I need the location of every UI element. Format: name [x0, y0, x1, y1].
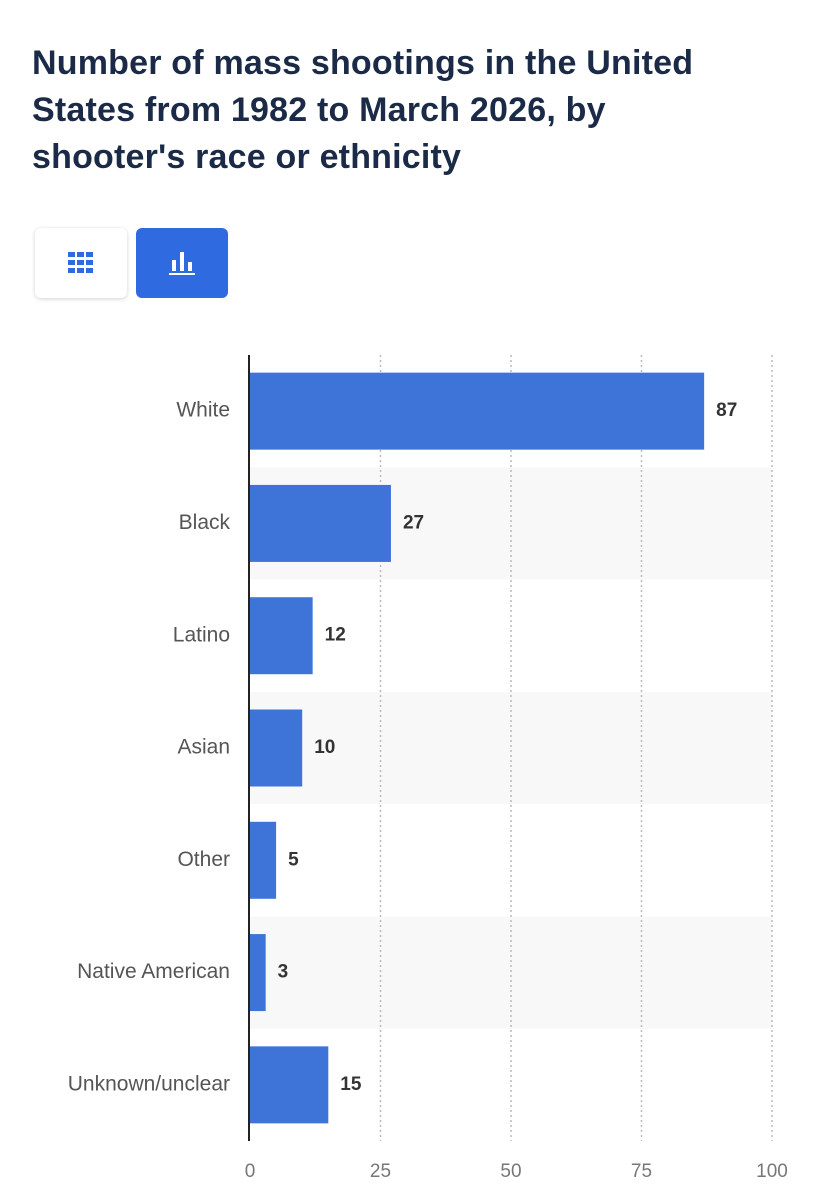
- value-label: 10: [314, 737, 335, 758]
- x-tick-label: 75: [631, 1161, 652, 1182]
- y-tick-label: Unknown/unclear: [68, 1072, 230, 1095]
- y-tick-label: Black: [179, 511, 231, 534]
- y-tick-label: Native American: [77, 960, 230, 983]
- x-tick-label: 0: [245, 1161, 256, 1182]
- bar: [250, 709, 303, 787]
- y-tick-label: Asian: [177, 736, 230, 759]
- bar: [250, 821, 277, 899]
- x-tick-label: 25: [370, 1161, 391, 1182]
- y-tick-label: Other: [177, 848, 230, 871]
- x-tick-label: 100: [756, 1161, 788, 1182]
- value-label: 87: [716, 400, 737, 421]
- value-label: 12: [325, 625, 346, 646]
- y-tick-label: Latino: [173, 623, 230, 646]
- table-icon: [68, 252, 93, 273]
- x-tick-label: 50: [500, 1161, 521, 1182]
- value-label: 15: [340, 1074, 362, 1095]
- value-label: 3: [278, 962, 289, 983]
- chart-title: Number of mass shootings in the United S…: [32, 44, 694, 176]
- bar: [250, 1046, 329, 1124]
- value-label: 27: [403, 512, 424, 533]
- bar: [250, 934, 266, 1012]
- bar: [250, 372, 705, 450]
- chart-icon: [169, 252, 195, 275]
- bar: [250, 484, 391, 562]
- value-label: 5: [288, 849, 299, 870]
- table-view-button[interactable]: [35, 228, 127, 298]
- chart-view-button[interactable]: [136, 228, 228, 298]
- bar: [250, 597, 313, 675]
- y-tick-label: White: [176, 399, 230, 422]
